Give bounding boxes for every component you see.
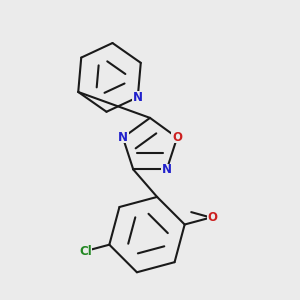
Text: N: N [133, 91, 143, 104]
Text: O: O [172, 131, 182, 144]
FancyBboxPatch shape [117, 132, 129, 143]
FancyBboxPatch shape [132, 91, 144, 103]
Text: N: N [162, 163, 172, 176]
Text: Cl: Cl [79, 245, 92, 258]
Text: O: O [207, 211, 217, 224]
FancyBboxPatch shape [171, 132, 183, 143]
FancyBboxPatch shape [79, 247, 92, 256]
FancyBboxPatch shape [161, 164, 173, 175]
Text: N: N [118, 131, 128, 144]
FancyBboxPatch shape [207, 213, 217, 222]
